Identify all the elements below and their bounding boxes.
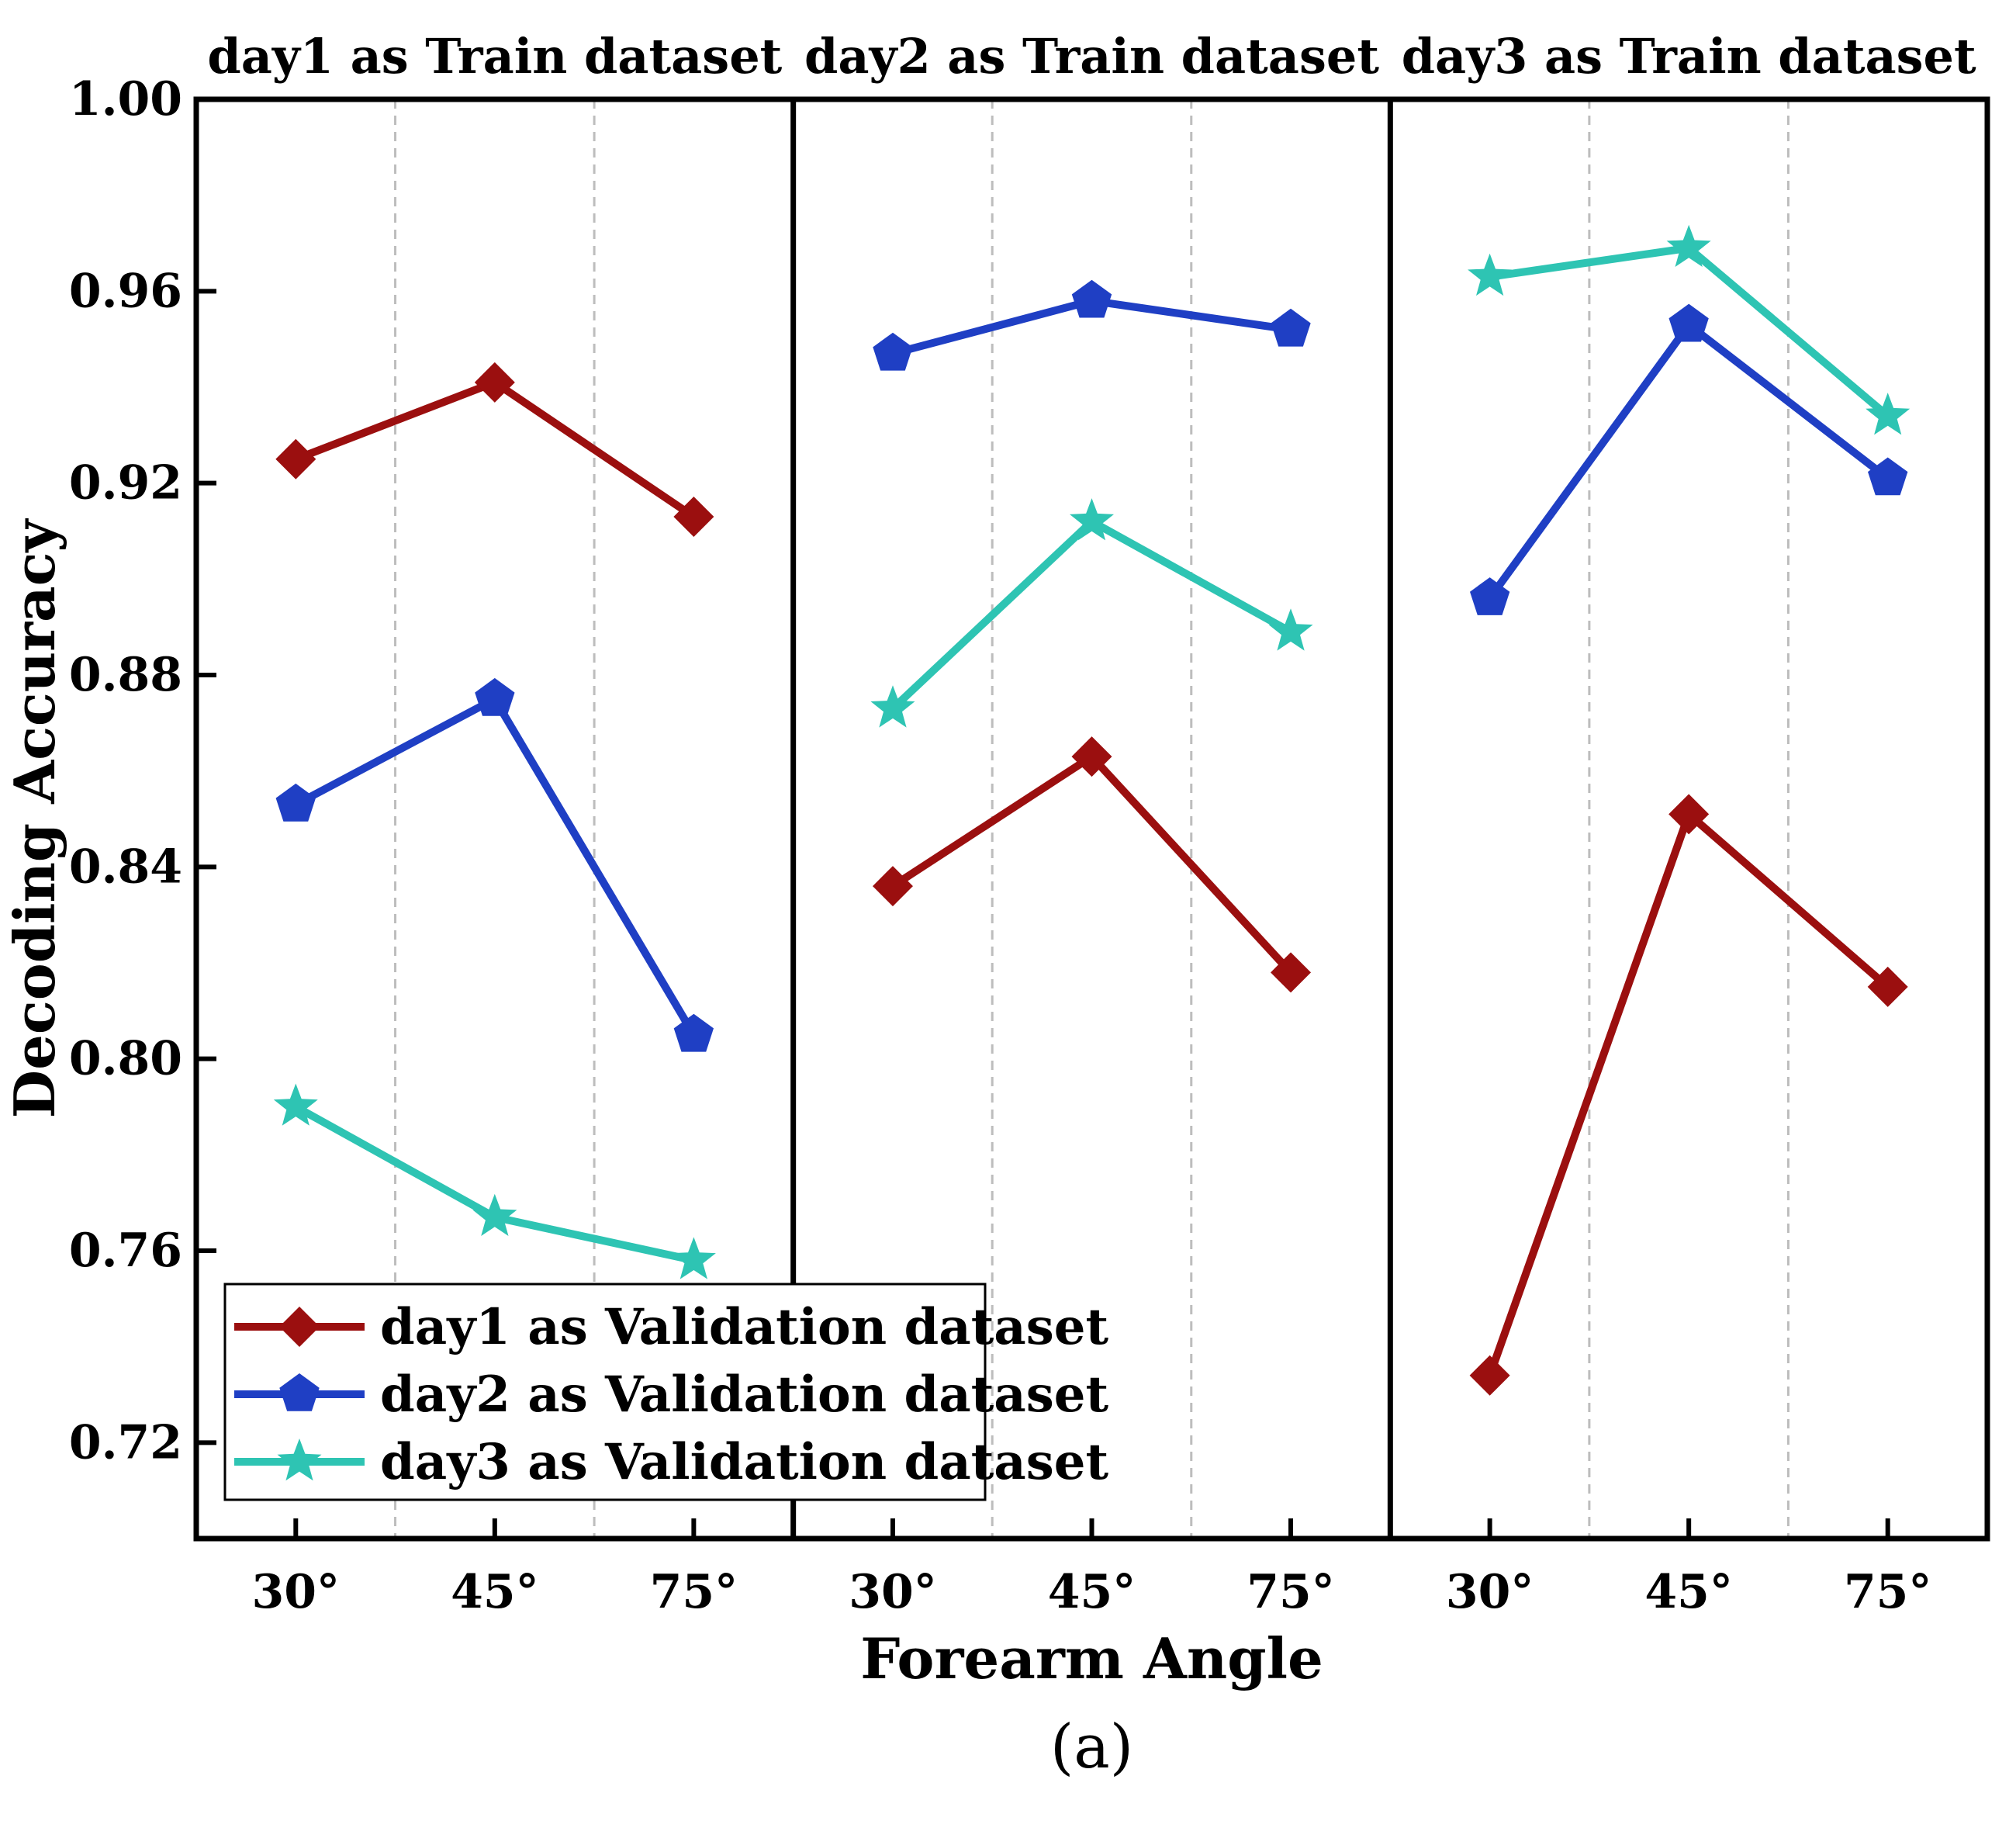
y-tick-label: 0.76	[69, 1224, 182, 1278]
y-axis: 0.72 0.76 0.80 0.84 0.88 0.92 0.96 1.00	[69, 72, 216, 1470]
data-point-star	[273, 1083, 318, 1126]
data-point-diamond	[275, 438, 316, 479]
data-point-star	[1468, 253, 1513, 296]
series-line-diamond	[1485, 810, 1890, 1377]
panel-3: day3 as Train dataset 30° 45° 75°	[1402, 28, 1976, 1619]
data-point-star	[1866, 393, 1911, 435]
x-tick-label: 30°	[1446, 1565, 1534, 1619]
data-point-pentagon	[475, 677, 515, 716]
y-tick-label: 0.72	[69, 1415, 182, 1470]
data-point-diamond	[1071, 736, 1112, 777]
x-tick-label: 30°	[849, 1565, 937, 1619]
data-point-diamond	[1271, 952, 1312, 993]
legend-item: day1 as Validation dataset	[234, 1298, 1108, 1356]
y-tick-label: 0.84	[69, 840, 182, 894]
figure-caption: (a)	[1050, 1712, 1133, 1782]
panel-2-title: day2 as Train dataset	[804, 28, 1379, 85]
data-point-pentagon	[1271, 308, 1311, 347]
data-point-star	[1268, 608, 1313, 651]
panel-2: day2 as Train dataset 30° 45° 75°	[804, 28, 1379, 1619]
panel-3-title: day3 as Train dataset	[1402, 28, 1976, 85]
y-axis-title: Decoding Accuracy	[2, 518, 67, 1118]
series-line-star	[890, 518, 1293, 711]
legend-label: day2 as Validation dataset	[380, 1366, 1108, 1424]
data-point-diamond	[673, 496, 714, 537]
series-line-pentagon	[293, 694, 697, 1037]
data-point-diamond	[1867, 966, 1908, 1007]
x-tick-label: 30°	[252, 1565, 341, 1619]
x-axis-title: Forearm Angle	[860, 1625, 1323, 1691]
y-tick-label: 1.00	[69, 72, 182, 126]
y-tick-label: 0.92	[69, 456, 182, 511]
data-point-diamond	[1469, 1355, 1510, 1396]
legend-marker-diamond	[279, 1307, 320, 1347]
series-line-star	[293, 1103, 695, 1265]
data-point-pentagon	[873, 332, 913, 371]
data-point-pentagon	[673, 1013, 714, 1052]
data-point-pentagon	[1470, 577, 1510, 615]
panel-1-title: day1 as Train dataset	[207, 28, 782, 85]
x-tick-label: 45°	[1644, 1565, 1733, 1619]
data-point-star	[1666, 224, 1711, 267]
data-point-pentagon	[1868, 457, 1908, 496]
data-point-diamond	[1668, 794, 1710, 835]
y-tick-label: 0.88	[69, 648, 182, 702]
plot-frame	[193, 96, 1990, 1542]
x-tick-label: 75°	[1844, 1565, 1932, 1619]
legend-item: day2 as Validation dataset	[234, 1366, 1108, 1424]
data-point-pentagon	[275, 783, 316, 822]
x-tick-label: 75°	[1247, 1565, 1335, 1619]
legend-marker-pentagon	[279, 1373, 320, 1411]
legend-label: day3 as Validation dataset	[380, 1433, 1108, 1491]
data-point-pentagon	[1668, 303, 1709, 342]
legend-item: day3 as Validation dataset	[234, 1433, 1108, 1491]
data-point-star	[671, 1237, 716, 1279]
x-tick-label: 75°	[650, 1565, 738, 1619]
legend: day1 as Validation dataset day2 as Valida…	[223, 1283, 1108, 1501]
series-line-diamond	[890, 753, 1294, 975]
y-tick-label: 0.80	[69, 1032, 182, 1086]
data-point-star	[870, 685, 915, 728]
y-tick-label: 0.96	[69, 264, 182, 318]
x-tick-label: 45°	[451, 1565, 539, 1619]
data-point-star	[1070, 498, 1114, 541]
panel-1: day1 as Train dataset 30° 45° 75°	[207, 28, 782, 1619]
legend-label: day1 as Validation dataset	[380, 1298, 1108, 1356]
data-point-diamond	[872, 866, 913, 907]
data-point-pentagon	[1071, 279, 1112, 318]
legend-marker-star	[277, 1438, 322, 1481]
data-point-diamond	[474, 362, 515, 403]
x-tick-label: 45°	[1048, 1565, 1136, 1619]
data-point-star	[472, 1193, 517, 1236]
